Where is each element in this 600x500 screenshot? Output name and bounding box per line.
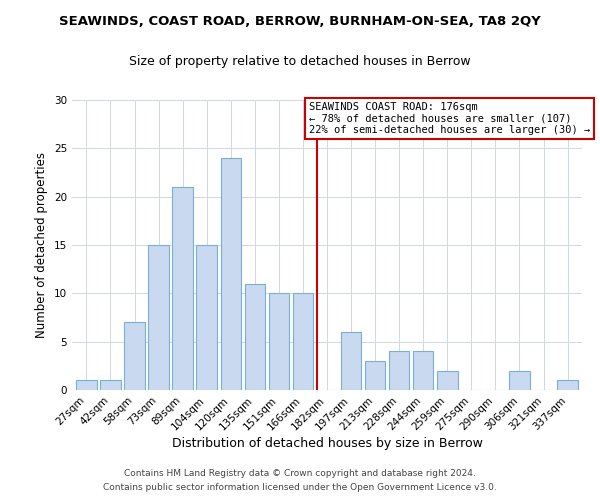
Text: SEAWINDS COAST ROAD: 176sqm
← 78% of detached houses are smaller (107)
22% of se: SEAWINDS COAST ROAD: 176sqm ← 78% of det… xyxy=(309,102,590,135)
Bar xyxy=(509,370,530,390)
Bar xyxy=(196,245,217,390)
Y-axis label: Number of detached properties: Number of detached properties xyxy=(35,152,49,338)
Bar xyxy=(100,380,121,390)
Text: SEAWINDS, COAST ROAD, BERROW, BURNHAM-ON-SEA, TA8 2QY: SEAWINDS, COAST ROAD, BERROW, BURNHAM-ON… xyxy=(59,15,541,28)
X-axis label: Distribution of detached houses by size in Berrow: Distribution of detached houses by size … xyxy=(172,438,482,450)
Text: Contains HM Land Registry data © Crown copyright and database right 2024.: Contains HM Land Registry data © Crown c… xyxy=(124,468,476,477)
Bar xyxy=(124,322,145,390)
Bar xyxy=(389,352,409,390)
Bar xyxy=(245,284,265,390)
Bar xyxy=(269,294,289,390)
Bar xyxy=(76,380,97,390)
Bar xyxy=(413,352,433,390)
Text: Size of property relative to detached houses in Berrow: Size of property relative to detached ho… xyxy=(129,55,471,68)
Bar xyxy=(221,158,241,390)
Bar xyxy=(172,187,193,390)
Bar xyxy=(341,332,361,390)
Bar xyxy=(293,294,313,390)
Bar xyxy=(437,370,458,390)
Bar xyxy=(365,361,385,390)
Bar xyxy=(557,380,578,390)
Bar xyxy=(148,245,169,390)
Text: Contains public sector information licensed under the Open Government Licence v3: Contains public sector information licen… xyxy=(103,484,497,492)
